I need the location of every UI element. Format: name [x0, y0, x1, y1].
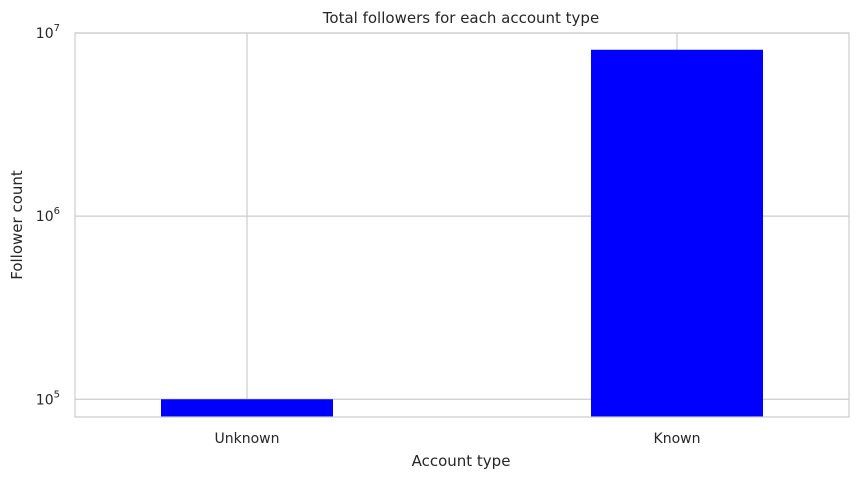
- y-axis-ticks: 105 106 107: [36, 23, 60, 408]
- y-tick-label: 106: [36, 206, 60, 225]
- x-axis-ticks: Unknown Known: [215, 431, 701, 447]
- x-tick-label: Unknown: [215, 431, 280, 447]
- y-tick-label: 107: [36, 23, 60, 42]
- y-tick-label: 105: [36, 389, 60, 408]
- bar-unknown: [161, 399, 333, 417]
- plot-frame: [74, 32, 850, 418]
- x-tick-label: Known: [654, 431, 701, 447]
- x-axis-label: Account type: [412, 452, 511, 470]
- y-axis-label: Follower count: [8, 170, 26, 280]
- bar-known: [591, 49, 763, 418]
- chart-title: Total followers for each account type: [322, 9, 599, 27]
- bars: [161, 49, 763, 418]
